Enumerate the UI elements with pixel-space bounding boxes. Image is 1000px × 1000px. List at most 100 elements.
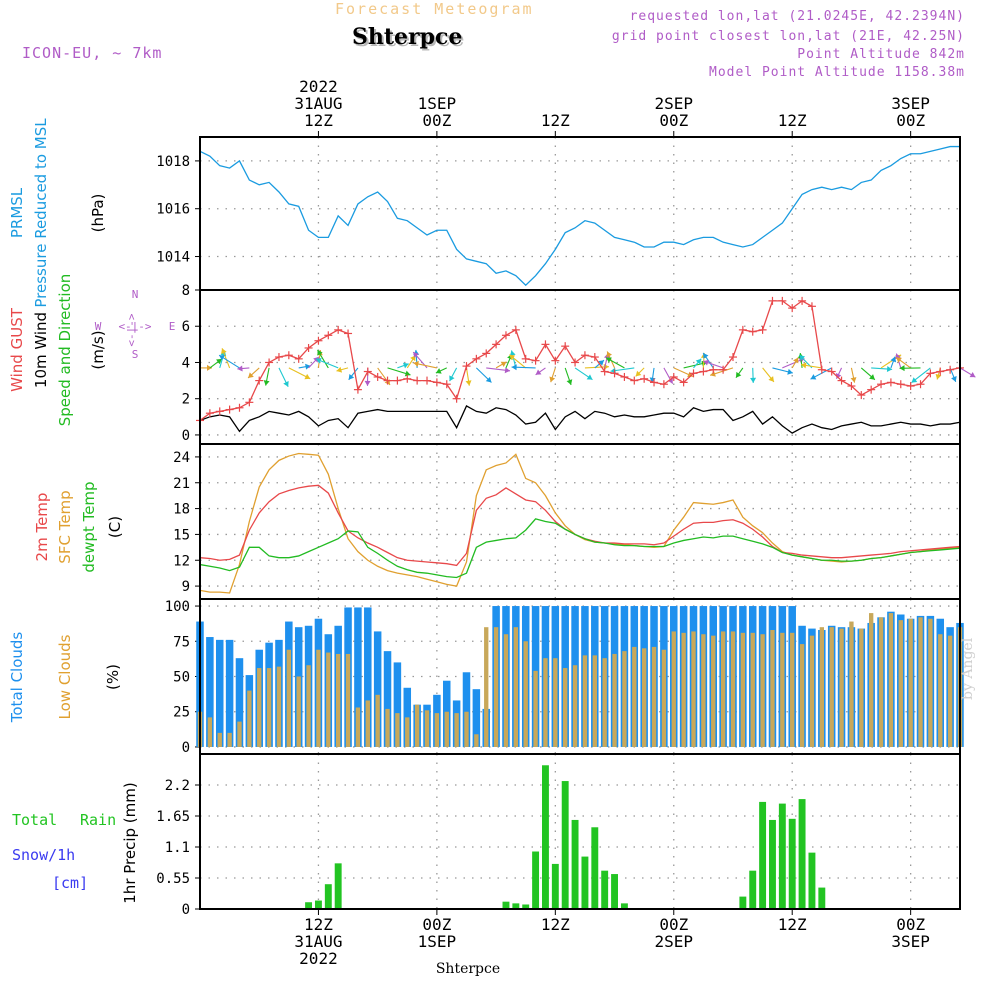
wind-arrowhead (364, 380, 371, 386)
low-cloud-bar (553, 658, 558, 747)
y-tick-label: 2 (182, 392, 190, 408)
chart-title: Shterpce (352, 24, 463, 50)
low-cloud-bar (572, 665, 578, 747)
top-time-label: 2SEP (655, 94, 694, 113)
precip-snow-label: Snow/1h (12, 846, 75, 864)
total-cloud-bar (206, 637, 214, 747)
rain-bar (305, 902, 313, 909)
clouds-label: Total Clouds (8, 632, 26, 724)
wind-gust-line-marker (541, 340, 550, 349)
low-cloud-bar (444, 711, 449, 747)
wind-arrowhead (504, 367, 511, 374)
wind-arrowhead (263, 380, 270, 386)
wind-gust-line-marker (650, 378, 659, 387)
wind-gust-line-marker (610, 369, 619, 378)
wind-gust-line-marker (255, 376, 264, 385)
low-cloud-bar (395, 713, 400, 747)
wind-speed-line (199, 405, 961, 434)
faint-title: Forecast Meteogram (335, 0, 534, 18)
total-cloud-bar (383, 651, 392, 747)
wind-gust-line-marker (699, 367, 708, 376)
wind-arrowhead (248, 372, 254, 378)
low-cloud-bar (296, 676, 301, 747)
y-tick-label: 15 (173, 527, 190, 543)
wind-gust-line-marker (294, 354, 303, 363)
y-tick-label: 0 (182, 428, 190, 444)
wind-arrowhead (348, 373, 355, 380)
low-cloud-bar (780, 632, 785, 747)
y-tick-label: 21 (173, 476, 190, 492)
rain-bar (561, 781, 569, 909)
wind-gust-line-marker (215, 407, 224, 416)
wind-arrowhead (793, 357, 799, 364)
wind-gust-line-marker (758, 325, 767, 334)
low-cloud-bar (681, 632, 686, 747)
wind-arrowhead (896, 357, 902, 363)
wind-arrowhead (435, 368, 442, 374)
low-cloud-bar (375, 694, 380, 747)
low-cloud-bar (641, 648, 647, 747)
y-tick-label: 0 (182, 902, 190, 918)
top-time-label: 31AUG (294, 94, 342, 113)
y-tick-label: 24 (173, 450, 190, 466)
wind-label: Speed and Direction (56, 274, 74, 427)
y-tick-label: 4 (182, 355, 190, 371)
rain-bar (601, 870, 609, 909)
wind-gust-line-marker (788, 304, 797, 313)
pressure-label: Pressure Reduced to MSL (32, 118, 50, 308)
wind-gust-line-marker (413, 376, 422, 385)
wind-gust-line-marker (689, 369, 698, 378)
wind-arrowhead (305, 363, 311, 370)
total-cloud-bar (364, 607, 372, 747)
wind-arrowhead (710, 370, 716, 377)
wind-gust-line-marker (659, 380, 668, 389)
wind-gust-line-marker (640, 374, 649, 383)
pressure-label: (hPa) (89, 194, 107, 233)
low-cloud-bar (345, 653, 351, 747)
low-cloud-bar (503, 634, 509, 747)
wind-gust-line-marker (403, 374, 412, 383)
wind-arrowhead (899, 365, 905, 372)
compass-horizontal: <-|-> (118, 320, 151, 333)
low-cloud-bar (454, 713, 459, 747)
y-tick-label: 25 (173, 705, 190, 721)
bottom-time-label: 12Z (304, 915, 333, 934)
wind-gust-line-marker (906, 382, 915, 391)
wind-arrowhead (219, 355, 225, 361)
y-tick-label: 8 (182, 283, 190, 299)
wind-gust-line-marker (807, 302, 816, 311)
compass-n: N (132, 288, 139, 301)
low-cloud-bar (414, 704, 420, 747)
wind-arrowhead (216, 358, 222, 365)
wind-arrowhead (449, 375, 455, 382)
total-cloud-bar (393, 662, 402, 747)
y-tick-label: 100 (165, 599, 190, 615)
total-cloud-bar (215, 639, 224, 747)
grid-point-location: grid point closest lon,lat (21E, 42.25N) (611, 29, 965, 44)
low-cloud-bar (464, 711, 469, 747)
rain-bar (778, 803, 786, 909)
wind-arrowhead (969, 372, 976, 378)
low-cloud-bar (592, 655, 597, 747)
low-cloud-bar (355, 707, 361, 747)
wind-gust-line-marker (738, 325, 747, 334)
wind-gust-line-marker (452, 394, 461, 403)
top-time-label: 3SEP (891, 94, 930, 113)
wind-gust-line-marker (393, 376, 402, 385)
low-cloud-bar (868, 613, 874, 747)
low-cloud-bar (424, 710, 430, 747)
footer-location-label: Shterpce (436, 961, 500, 977)
wind-arrowhead (695, 358, 702, 365)
wind-gust-line-marker (867, 385, 876, 394)
wind-gust-line-marker (857, 391, 866, 400)
wind-gust-line-marker (334, 325, 343, 334)
wind-gust-line-marker (886, 378, 895, 387)
wind-gust-line-marker (235, 403, 244, 412)
wind-gust-line-marker (916, 380, 925, 389)
low-cloud-bar (849, 621, 854, 747)
bottom-time-label: 00Z (422, 915, 451, 934)
bottom-time-label: 12Z (541, 915, 570, 934)
wind-arrowhead (313, 356, 319, 363)
temp-2m-line (199, 484, 961, 567)
wind-arrowhead (207, 364, 212, 371)
